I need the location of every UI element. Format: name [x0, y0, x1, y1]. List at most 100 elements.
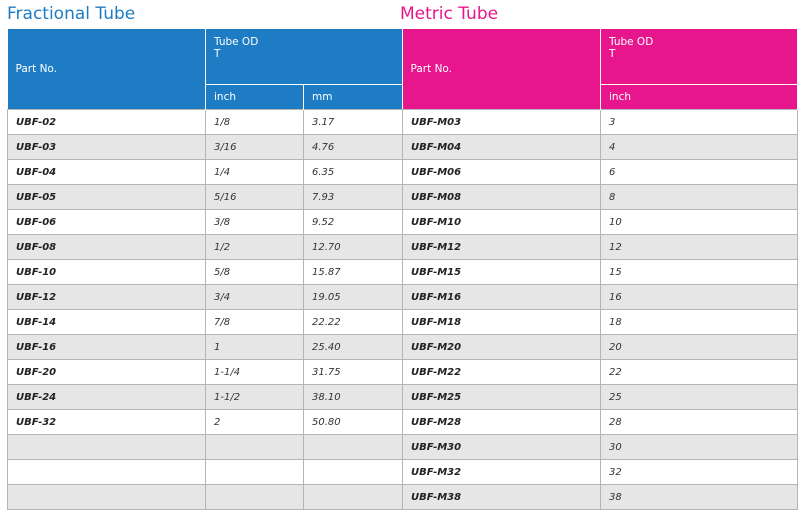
table-row: UBF-20 1-1/4 31.75 [7, 359, 404, 385]
od-cell: 28 [600, 409, 798, 435]
od-inch-cell: 1/8 [205, 109, 304, 135]
od-inch-cell: 7/8 [205, 309, 304, 335]
table-row: UBF-M10 10 [402, 209, 798, 235]
od-inch-cell: 3/4 [205, 284, 304, 310]
part-no-cell: UBF-05 [7, 184, 206, 210]
table-row: UBF-03 3/16 4.76 [7, 134, 404, 160]
fractional-tube-title: Fractional Tube [7, 4, 136, 24]
od-mm-cell [302, 459, 404, 485]
od-mm-cell: 38.10 [302, 384, 404, 410]
od-cell: 38 [600, 484, 798, 510]
part-no-cell: UBF-03 [7, 134, 206, 160]
od-cell: 12 [600, 234, 798, 260]
table-row: UBF-M03 3 [402, 109, 798, 135]
part-no-cell: UBF-08 [7, 234, 206, 260]
table-row: UBF-M12 12 [402, 234, 798, 260]
od-cell: 32 [600, 459, 798, 485]
od-inch-cell: 1/4 [205, 159, 304, 185]
od-mm-cell: 7.93 [302, 184, 404, 210]
part-no-cell: UBF-04 [7, 159, 206, 185]
part-no-cell: UBF-M32 [402, 459, 601, 485]
od-cell: 20 [600, 334, 798, 360]
od-inch-cell [205, 434, 304, 460]
part-no-cell: UBF-M18 [402, 309, 601, 335]
table-row: UBF-12 3/4 19.05 [7, 284, 404, 310]
part-no-cell [7, 434, 206, 460]
od-mm-cell: 3.17 [302, 109, 404, 135]
od-inch-cell: 1 [205, 334, 304, 360]
table-row: UBF-14 7/8 22.22 [7, 309, 404, 335]
od-cell: 15 [600, 259, 798, 285]
part-no-cell: UBF-M22 [402, 359, 601, 385]
table-row: UBF-M20 20 [402, 334, 798, 360]
od-inch-cell: 1-1/2 [205, 384, 304, 410]
table-row [7, 484, 404, 510]
tube-od-symbol: T [214, 48, 221, 60]
table-row: UBF-M25 25 [402, 384, 798, 410]
part-no-header: Part No. [402, 29, 601, 110]
part-no-cell: UBF-16 [7, 334, 206, 360]
part-no-cell: UBF-24 [7, 384, 206, 410]
od-mm-cell: 4.76 [302, 134, 404, 160]
table-row: UBF-M04 4 [402, 134, 798, 160]
part-no-cell: UBF-M25 [402, 384, 601, 410]
od-cell: 30 [600, 434, 798, 460]
part-no-cell: UBF-M03 [402, 109, 601, 135]
part-no-cell: UBF-M28 [402, 409, 601, 435]
od-mm-cell: 31.75 [302, 359, 404, 385]
part-no-cell: UBF-02 [7, 109, 206, 135]
od-mm-cell [302, 484, 404, 510]
part-no-cell: UBF-M30 [402, 434, 601, 460]
table-row: UBF-M08 8 [402, 184, 798, 210]
table-row [7, 434, 404, 460]
table-row: UBF-02 1/8 3.17 [7, 109, 404, 135]
table-row: UBF-04 1/4 6.35 [7, 159, 404, 185]
part-no-cell: UBF-M15 [402, 259, 601, 285]
tube-od-header: Tube OD T [205, 29, 404, 85]
tube-od-label: Tube OD [609, 36, 654, 48]
table-row [7, 459, 404, 485]
part-no-cell: UBF-20 [7, 359, 206, 385]
table-row: UBF-M16 16 [402, 284, 798, 310]
od-inch-cell: 5/8 [205, 259, 304, 285]
part-no-cell [7, 484, 206, 510]
table-row: UBF-06 3/8 9.52 [7, 209, 404, 235]
table-row: UBF-16 1 25.40 [7, 334, 404, 360]
part-no-cell: UBF-M06 [402, 159, 601, 185]
table-row: UBF-M38 38 [402, 484, 798, 510]
part-no-cell: UBF-32 [7, 409, 206, 435]
od-inch-cell: 3/8 [205, 209, 304, 235]
part-no-cell: UBF-M20 [402, 334, 601, 360]
od-mm-cell: 12.70 [302, 234, 404, 260]
part-no-cell: UBF-M16 [402, 284, 601, 310]
od-cell: 4 [600, 134, 798, 160]
od-inch-cell: 1/2 [205, 234, 304, 260]
table-row: UBF-M28 28 [402, 409, 798, 435]
inch-header: inch [205, 84, 304, 110]
part-no-cell: UBF-M38 [402, 484, 601, 510]
od-inch-cell: 3/16 [205, 134, 304, 160]
table-row: UBF-M22 22 [402, 359, 798, 385]
inch-header: inch [600, 84, 798, 110]
mm-header: mm [303, 84, 404, 110]
od-cell: 16 [600, 284, 798, 310]
part-no-cell: UBF-M12 [402, 234, 601, 260]
part-no-cell: UBF-M10 [402, 209, 601, 235]
od-mm-cell: 19.05 [302, 284, 404, 310]
part-no-cell: UBF-06 [7, 209, 206, 235]
od-cell: 6 [600, 159, 798, 185]
od-inch-cell: 2 [205, 409, 304, 435]
od-mm-cell: 6.35 [302, 159, 404, 185]
table-row: UBF-M06 6 [402, 159, 798, 185]
od-mm-cell: 9.52 [302, 209, 404, 235]
od-mm-cell: 15.87 [302, 259, 404, 285]
od-mm-cell: 25.40 [302, 334, 404, 360]
tube-od-symbol: T [609, 48, 616, 60]
table-row: UBF-M15 15 [402, 259, 798, 285]
table-row: UBF-M32 32 [402, 459, 798, 485]
metric-tube-table: Part No. Tube OD T inch UBF-M03 3 UBF-M04 4… [402, 29, 798, 510]
table-row: UBF-10 5/8 15.87 [7, 259, 404, 285]
table-row: UBF-M18 18 [402, 309, 798, 335]
part-no-header: Part No. [7, 29, 206, 110]
od-cell: 25 [600, 384, 798, 410]
